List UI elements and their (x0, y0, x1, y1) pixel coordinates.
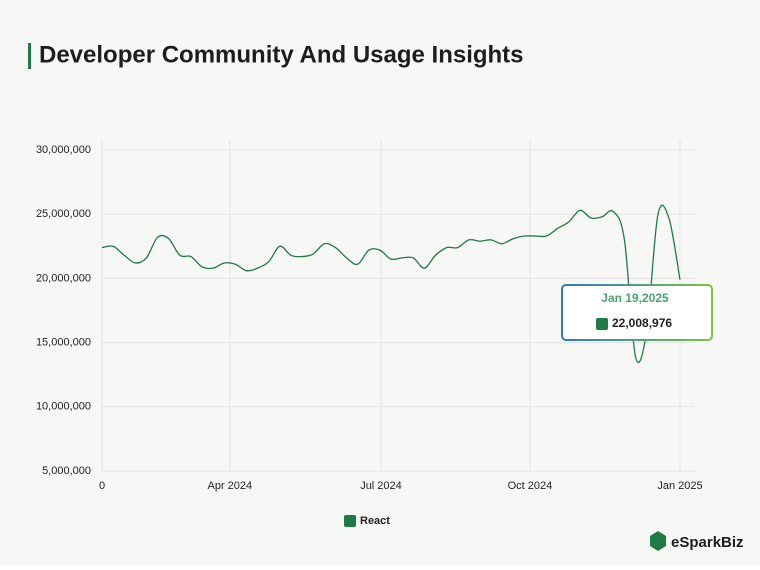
tooltip-date: Jan 19,2025 (601, 291, 669, 305)
tooltip-value: 22,008,976 (612, 316, 672, 330)
y-tick-label: 10,000,000 (36, 401, 91, 413)
y-tick-label: 5,000,000 (42, 465, 91, 477)
x-tick-label: Jan 2025 (657, 480, 702, 492)
x-tick-label: Jul 2024 (360, 480, 402, 492)
title-accent (28, 43, 31, 69)
x-tick-label: Oct 2024 (508, 480, 553, 492)
y-tick-label: 20,000,000 (36, 272, 91, 284)
tooltip: Jan 19,2025 22,008,976 (561, 284, 713, 341)
chart-title: Developer Community And Usage Insights (39, 41, 524, 68)
series-line (101, 204, 681, 364)
y-tick-label: 25,000,000 (36, 208, 91, 220)
legend-label: React (360, 515, 390, 527)
x-tick-label: 0 (99, 480, 105, 492)
y-tick-label: 30,000,000 (36, 144, 91, 156)
logo-icon (650, 531, 666, 551)
x-tick-label: Apr 2024 (207, 480, 252, 492)
legend-swatch (344, 515, 356, 527)
brand-name: eSparkBiz (671, 534, 744, 551)
logo: eSparkBiz (650, 531, 744, 551)
tooltip-swatch (596, 318, 608, 330)
y-tick-label: 15,000,000 (36, 337, 91, 349)
